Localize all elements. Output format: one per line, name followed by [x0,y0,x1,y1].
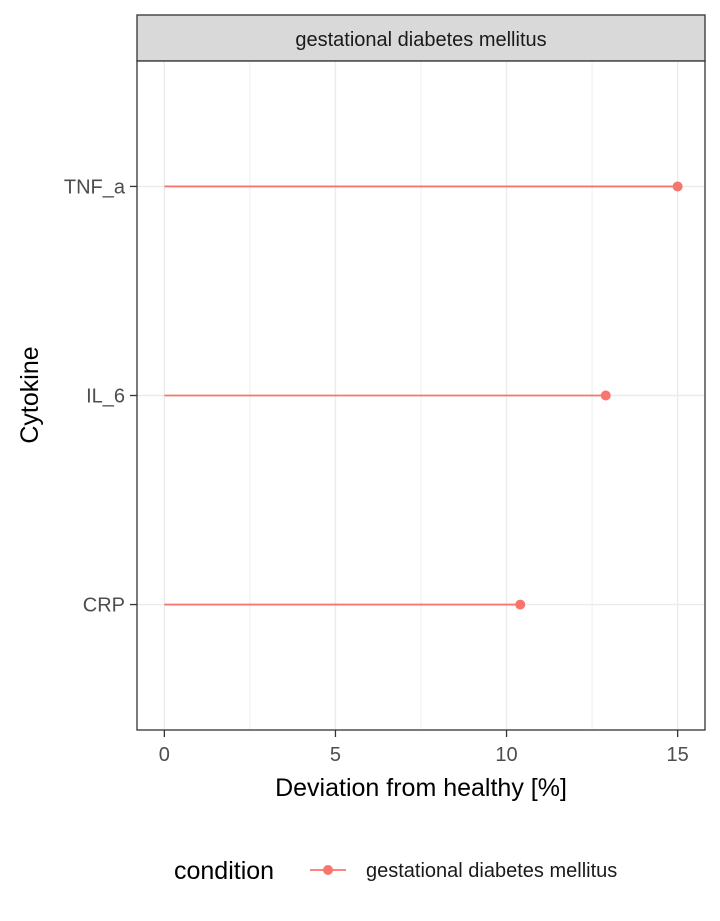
legend: condition gestational diabetes mellitus [174,857,617,885]
x-tick-label: 5 [330,744,341,766]
lollipop-point-crp [515,599,526,610]
legend-title: condition [174,857,274,885]
x-axis-title: Deviation from healthy [%] [275,774,567,802]
lollipop-point-tnf-a [672,181,683,192]
legend-entry-label: gestational diabetes mellitus [366,860,617,882]
x-tick-label: 10 [495,744,517,766]
facet-strip [136,14,706,62]
y-tick-label: CRP [83,595,125,617]
x-tick-label: 15 [667,744,689,766]
axes: CRP IL_6 TNF_a 0 5 10 15 [64,176,689,766]
x-tick-label: 0 [159,744,170,766]
y-axis-title: Cytokine [16,346,44,443]
data-marks [164,181,683,610]
legend-key-point [323,865,333,875]
facet-label: gestational diabetes mellitus [295,29,546,51]
y-tick-label: TNF_a [64,176,126,198]
y-tick-label: IL_6 [86,386,125,408]
lollipop-point-il-6 [600,390,611,401]
